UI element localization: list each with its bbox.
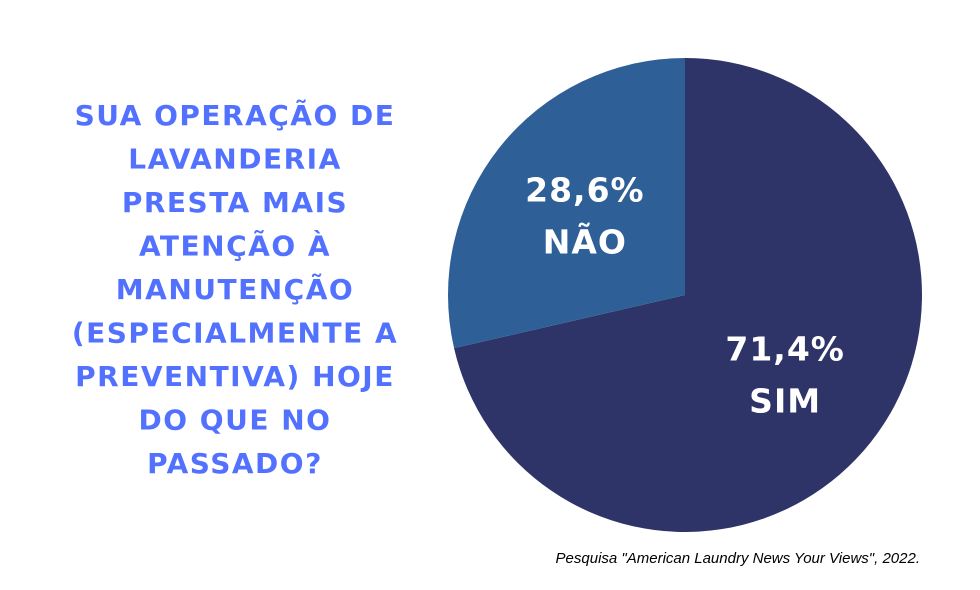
title-line: SUA OPERAÇÃO DE (75, 98, 396, 132)
slice-value-label: 71,4% (725, 330, 845, 369)
title-line: DO QUE NO (139, 404, 332, 437)
title-line: PASSADO? (147, 447, 323, 480)
source-note: Pesquisa "American Laundry News Your Vie… (556, 550, 920, 567)
title-line: PRESTA MAIS (122, 186, 348, 219)
title-line: LAVANDERIA (128, 143, 342, 176)
slice-category-label: NÃO (543, 221, 627, 261)
title-line: MANUTENÇÃO (116, 272, 354, 306)
title-line: PREVENTIVA) HOJE (75, 360, 395, 393)
pie-slice (454, 58, 922, 532)
title-line: (ESPECIALMENTE A (72, 317, 398, 350)
pie-slice (448, 58, 685, 349)
slice-value-label: 28,6% (525, 170, 645, 209)
slice-category-label: SIM (749, 382, 821, 421)
title-line: ATENÇÃO À (139, 229, 331, 263)
